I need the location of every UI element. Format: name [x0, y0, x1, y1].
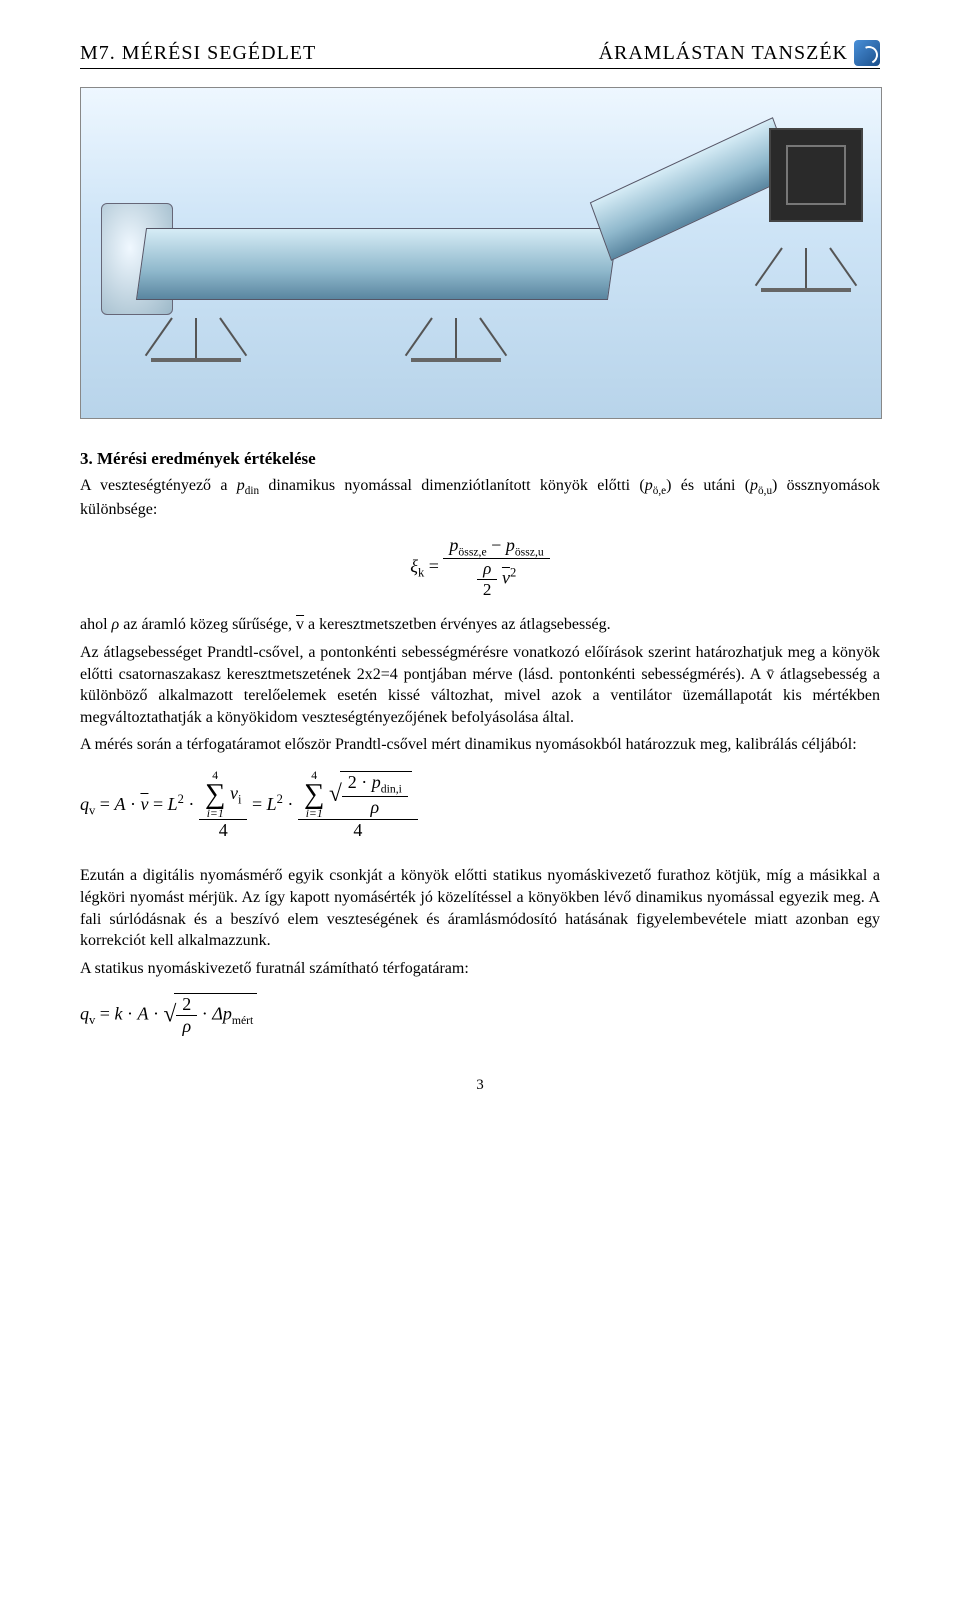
f1-rho: ρ — [483, 559, 491, 578]
paragraph-2: ahol ρ az áramló közeg sűrűsége, v a ker… — [80, 614, 880, 636]
f2-four: 4 — [199, 820, 248, 841]
paragraph-3: Az átlagsebességet Prandtl-csővel, a pon… — [80, 642, 880, 728]
f3-rho: ρ — [176, 1016, 197, 1037]
outlet-shape — [769, 128, 863, 222]
f2-eq: = — [148, 794, 167, 814]
f2-eq: = — [95, 794, 114, 814]
section-number: 3. — [80, 449, 93, 468]
f2-pdin: p — [372, 772, 381, 792]
formula-qv-prandtl: qv = A · v = L2 · 4 ∑ i=1 vi 4 = L2 · 4 … — [80, 770, 880, 841]
f2-L: L — [168, 794, 178, 814]
header-right: ÁRAMLÁSTAN TANSZÉK — [599, 40, 880, 66]
f2-dot: · — [125, 794, 140, 814]
f3-eq: = — [95, 1004, 114, 1024]
f2-L: L — [267, 794, 277, 814]
f3-A: A — [137, 1004, 148, 1024]
p1-var: p — [750, 477, 758, 494]
apparatus-3d-figure — [80, 87, 882, 419]
f3-dot: · — [122, 1004, 137, 1024]
document-page: M7. MÉRÉSI SEGÉDLET ÁRAMLÁSTAN TANSZÉK 3… — [0, 0, 960, 1134]
tripod-stand — [411, 318, 501, 362]
p1-var: p — [645, 477, 653, 494]
f1-half: 2 — [483, 580, 492, 599]
p2-vbar: v — [296, 616, 304, 633]
p1-var: p — [237, 477, 245, 494]
f3-dot: · — [148, 1004, 163, 1024]
paragraph-5: Ezután a digitális nyomásmérő egyik cson… — [80, 865, 880, 951]
formula-xi: ξk = pössz,e − pössz,u ρ 2 v2 — [80, 535, 880, 601]
header-right-text: ÁRAMLÁSTAN TANSZÉK — [599, 42, 848, 65]
f3-two: 2 — [176, 994, 197, 1016]
f2-four: 4 — [298, 820, 418, 841]
p1-sub: din — [245, 485, 259, 497]
f2-dot: · — [283, 794, 298, 814]
f2-pdinsub: din,i — [381, 783, 402, 796]
formula-qv-static: qv = k · A · √ 2 ρ · Δpmért — [80, 993, 880, 1037]
f2-A: A — [114, 794, 125, 814]
f2-frac1: 4 ∑ i=1 vi 4 — [199, 770, 248, 841]
f1-p1sub: össz,e — [458, 545, 486, 558]
f2-visub: i — [238, 792, 242, 806]
f1-fraction: pössz,e − pössz,u ρ 2 v2 — [443, 535, 549, 601]
page-header: M7. MÉRÉSI SEGÉDLET ÁRAMLÁSTAN TANSZÉK — [80, 40, 880, 69]
p1-sub: ö,e — [653, 485, 666, 497]
f3-dp: Δp — [212, 1004, 232, 1024]
paragraph-4: A mérés során a térfogatáramot először P… — [80, 734, 880, 756]
department-logo-icon — [854, 40, 880, 66]
f2-sum1: 4 ∑ i=1 — [205, 770, 226, 819]
paragraph-6: A statikus nyomáskivezető furatnál számí… — [80, 958, 880, 980]
f2-qv: q — [80, 794, 89, 814]
p2-text: az áramló közeg sűrűsége, — [119, 616, 296, 633]
f2-two: 2 — [348, 772, 357, 792]
page-number: 3 — [80, 1077, 880, 1094]
section-heading: 3. Mérési eredmények értékelése — [80, 449, 880, 469]
tripod-stand — [761, 248, 851, 292]
p1-text: A veszteségtényező a — [80, 477, 237, 494]
f2-sum2: 4 ∑ i=1 — [304, 770, 325, 819]
f2-vi: v — [230, 783, 238, 803]
f2-frac2: 4 ∑ i=1 √ 2 · pdin,i ρ 4 — [298, 770, 418, 841]
p1-text: dinamikus nyomással dimenziótlanított kö… — [259, 477, 645, 494]
f2-rho: ρ — [342, 797, 408, 818]
f2-eq: = — [252, 794, 267, 814]
f2-dot: · — [184, 794, 199, 814]
f3-dpsub: mért — [232, 1015, 253, 1028]
f1-v: v — [502, 568, 510, 588]
f1-p2: p — [506, 535, 515, 555]
duct-segment-1 — [136, 228, 618, 300]
section-title-text: Mérési eredmények értékelése — [97, 449, 316, 468]
p2-text: ahol — [80, 616, 112, 633]
f1-minus: − — [487, 535, 506, 555]
f1-xi: ξ — [410, 556, 418, 576]
p2-text: a keresztmetszetben érvényes az átlagseb… — [304, 616, 611, 633]
p1-text: ) és utáni ( — [666, 477, 750, 494]
f1-p2sub: össz,u — [515, 545, 544, 558]
p1-sub: ö,u — [758, 485, 772, 497]
f1-sq: 2 — [510, 566, 516, 580]
header-left: M7. MÉRÉSI SEGÉDLET — [80, 42, 316, 65]
tripod-stand — [151, 318, 241, 362]
duct-segment-2 — [590, 117, 794, 261]
f3-qv: q — [80, 1004, 89, 1024]
paragraph-1: A veszteségtényező a pdin dinamikus nyom… — [80, 475, 880, 521]
f1-eq: = — [424, 556, 443, 576]
